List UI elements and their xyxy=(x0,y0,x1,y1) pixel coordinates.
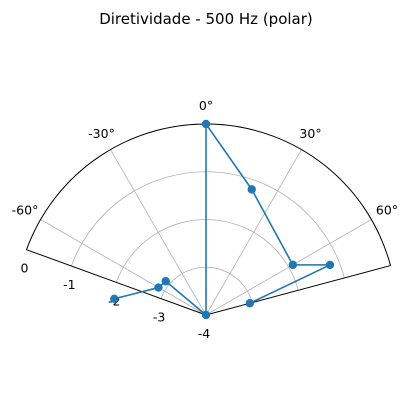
data-point xyxy=(245,299,255,308)
data-point xyxy=(288,260,298,270)
radial-tick-label: -3 xyxy=(153,310,165,325)
data-point xyxy=(201,119,211,129)
chart-title: Diretividade - 500 Hz (polar) xyxy=(99,10,313,28)
polar-frame-outline xyxy=(25,123,392,316)
theta-tick-label: 30° xyxy=(299,126,321,141)
data-point xyxy=(110,294,119,304)
data-point xyxy=(325,260,335,270)
data-point xyxy=(154,283,163,292)
theta-tick-label: 0° xyxy=(199,98,213,113)
theta-tick-label: -60° xyxy=(12,203,39,218)
polar-frame xyxy=(25,123,392,316)
theta-tick-label: -30° xyxy=(88,126,115,141)
radial-tick-label: -1 xyxy=(63,277,75,292)
grid-arc xyxy=(71,171,345,279)
grid-spoke xyxy=(40,219,207,316)
grid-spoke xyxy=(110,149,207,316)
theta-tick-labels: -60° -30° 0° 30° 60° xyxy=(12,98,398,218)
radial-tick-label: -4 xyxy=(198,326,211,341)
data-point xyxy=(201,310,211,320)
radial-tick-label: 0 xyxy=(21,261,29,276)
grid-arc xyxy=(115,219,299,291)
data-series xyxy=(110,119,335,320)
grid-spoke xyxy=(205,219,372,316)
theta-tick-label: 60° xyxy=(376,203,398,218)
data-point xyxy=(247,185,256,194)
grid-spoke xyxy=(205,149,302,316)
data-point xyxy=(161,277,170,286)
